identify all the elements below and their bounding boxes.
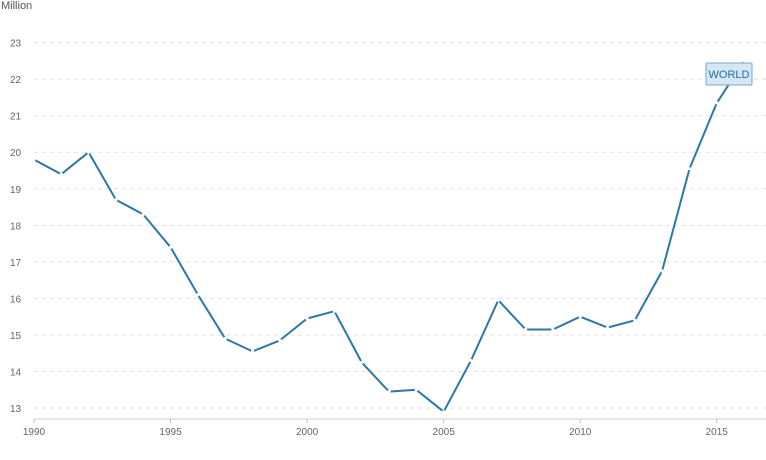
data-point-2002[interactable]	[360, 360, 364, 364]
x-tick-label-2015: 2015	[706, 427, 729, 438]
data-point-1993[interactable]	[114, 198, 118, 202]
data-point-2011[interactable]	[605, 326, 610, 330]
data-point-2014[interactable]	[687, 167, 692, 171]
data-point-2012[interactable]	[633, 318, 637, 322]
data-point-2003[interactable]	[387, 389, 391, 394]
series-layer	[32, 59, 746, 414]
x-tick-label-2005: 2005	[433, 427, 456, 438]
y-axis-ticks: 13 14 15 16 17 18 19 20 21 22 23	[10, 39, 22, 415]
data-point-1994[interactable]	[141, 212, 145, 216]
legend-box[interactable]	[705, 62, 753, 86]
data-point-1992[interactable]	[87, 150, 91, 154]
x-tick-label-1995: 1995	[159, 427, 182, 438]
y-tick-label-16: 16	[10, 294, 22, 305]
y-tick-label-21: 21	[10, 112, 22, 123]
y-tick-label-13: 13	[10, 404, 22, 415]
y-tick-label-19: 19	[10, 185, 22, 196]
data-point-2006[interactable]	[469, 358, 473, 363]
data-point-1998[interactable]	[250, 349, 255, 353]
data-point-1990[interactable]	[32, 157, 36, 162]
y-unit-label: Million	[1, 0, 32, 12]
legend-label: WORLD	[709, 69, 750, 81]
y-tick-label-22: 22	[10, 75, 22, 86]
data-point-1997[interactable]	[223, 337, 227, 341]
y-tick-label-20: 20	[10, 148, 22, 159]
data-point-2009[interactable]	[551, 327, 555, 332]
series-line-world[interactable]	[33, 59, 746, 413]
data-point-2008[interactable]	[523, 327, 528, 332]
y-tick-label-18: 18	[10, 221, 22, 232]
data-point-1996[interactable]	[196, 293, 200, 297]
data-point-2013[interactable]	[660, 269, 664, 273]
data-point-2015[interactable]	[715, 101, 719, 105]
y-tick-label-14: 14	[10, 367, 22, 378]
data-point-2005[interactable]	[442, 410, 446, 414]
data-point-2016[interactable]	[742, 59, 746, 63]
y-tick-label-23: 23	[10, 39, 22, 50]
data-point-1995[interactable]	[168, 245, 173, 249]
data-point-2010[interactable]	[578, 315, 582, 319]
data-point-2004[interactable]	[414, 388, 418, 392]
y-tick-label-15: 15	[10, 331, 22, 342]
data-point-2007[interactable]	[496, 298, 500, 302]
gridlines	[34, 42, 766, 409]
data-point-1991[interactable]	[59, 172, 63, 176]
x-tick-label-2000: 2000	[296, 427, 319, 438]
x-tick-label-2010: 2010	[569, 427, 592, 438]
data-point-1999[interactable]	[278, 338, 282, 343]
data-point-2000[interactable]	[305, 316, 309, 321]
data-point-2001[interactable]	[332, 309, 337, 313]
series-legend[interactable]: WORLD	[705, 62, 753, 86]
y-tick-label-17: 17	[10, 258, 22, 269]
x-axis-ticks: 1990 1995 2000 2005 2010 2015	[23, 419, 728, 438]
x-tick-label-1990: 1990	[23, 427, 46, 438]
